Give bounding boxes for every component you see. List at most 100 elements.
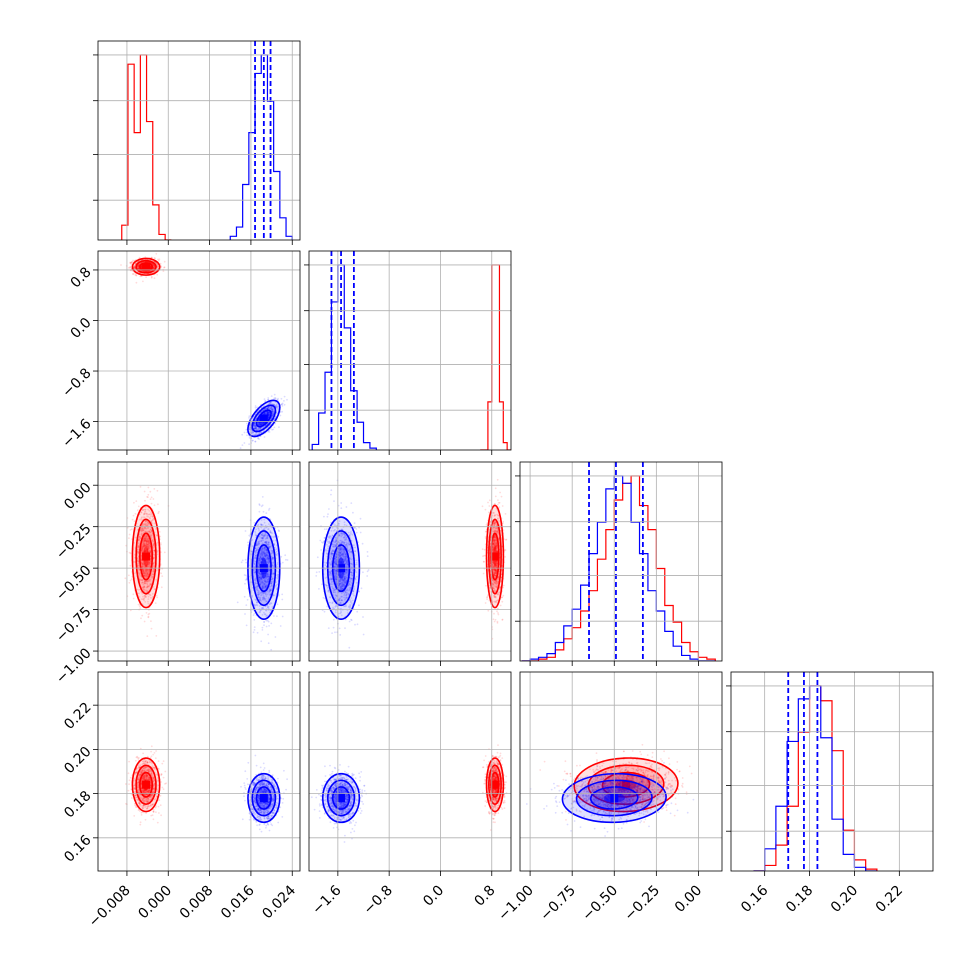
scatter-point (266, 407, 269, 410)
scatter-point (149, 490, 152, 493)
scatter-point (137, 505, 140, 508)
histogram-series-1 (480, 264, 511, 450)
scatter-point (145, 540, 148, 542)
scatter-point (281, 561, 284, 564)
scatter-point (253, 422, 256, 424)
scatter-point (141, 565, 144, 568)
scatter-point (264, 412, 266, 414)
scatter-point (280, 403, 283, 406)
scatter-point (141, 565, 144, 568)
scatter-point (133, 520, 136, 523)
scatter-point (259, 422, 261, 425)
scatter-point (145, 523, 148, 526)
scatter-point (259, 427, 261, 429)
scatter-point (281, 405, 284, 407)
scatter-point (149, 517, 152, 520)
scatter-point (260, 423, 263, 426)
scatter-point (277, 408, 280, 411)
scatter-point (266, 408, 269, 410)
scatter-point (243, 574, 246, 576)
scatter-point (150, 576, 153, 579)
scatter-point (267, 411, 269, 414)
scatter-point (153, 264, 155, 267)
histogram-series-1 (121, 54, 172, 240)
scatter-point (258, 504, 261, 507)
scatter-point (272, 413, 274, 415)
scatter-point (253, 425, 256, 428)
scatter-point (145, 568, 148, 571)
scatter-point (267, 413, 270, 416)
scatter-point (133, 501, 135, 504)
scatter-point (143, 539, 146, 541)
scatter-point (140, 575, 143, 577)
density-peak-series-1 (142, 262, 151, 271)
scatter-point (157, 503, 159, 506)
scatter-point (281, 598, 284, 601)
scatter-point (274, 404, 276, 407)
scatter-point (255, 411, 258, 414)
scatter-point (271, 414, 274, 417)
scatter-point (251, 430, 254, 432)
scatter-point (155, 635, 158, 637)
scatter-point (127, 267, 130, 269)
scatter-point (140, 265, 143, 268)
scatter-point (268, 411, 271, 414)
scatter-point (137, 589, 140, 591)
scatter-point (267, 407, 269, 410)
scatter-point (253, 426, 256, 429)
scatter-point (245, 561, 248, 564)
scatter-point (267, 414, 270, 417)
scatter-point (257, 419, 260, 422)
scatter-point (272, 413, 275, 416)
scatter-point (259, 431, 262, 434)
scatter-point (271, 407, 273, 410)
scatter-point (143, 545, 146, 548)
scatter-point (269, 407, 271, 410)
scatter-point (153, 488, 156, 490)
scatter-point (270, 417, 273, 420)
scatter-point (267, 414, 270, 416)
scatter-point (153, 265, 156, 268)
scatter-point (274, 397, 276, 399)
scatter-point (136, 549, 139, 551)
scatter-point (267, 412, 270, 414)
scatter-point (273, 393, 276, 396)
scatter-point (136, 266, 139, 268)
scatter-point (154, 602, 157, 604)
scatter-point (145, 580, 148, 583)
scatter-point (254, 405, 257, 407)
scatter-point (146, 586, 149, 589)
scatter-point (255, 432, 257, 435)
scatter-point (487, 511, 490, 514)
scatter-point (261, 496, 264, 498)
scatter-point (153, 277, 156, 280)
scatter-point (262, 422, 264, 424)
scatter-point (256, 429, 258, 431)
scatter-point (269, 402, 271, 404)
scatter-point (258, 422, 261, 425)
scatter-point (127, 537, 130, 539)
scatter-point (146, 569, 149, 571)
scatter-point (147, 546, 150, 549)
scatter-point (120, 264, 122, 266)
scatter-point (146, 542, 149, 545)
scatter-point (497, 499, 499, 501)
scatter-point (273, 615, 275, 617)
scatter-point (244, 613, 246, 615)
scatter-point (253, 434, 256, 436)
scatter-point (149, 498, 152, 500)
scatter-point (286, 398, 288, 401)
scatter-point (148, 530, 151, 533)
scatter-point (148, 585, 150, 588)
scatter-point (283, 395, 286, 398)
scatter-point (255, 427, 257, 430)
scatter-point (271, 408, 274, 411)
scatter-point (144, 539, 147, 541)
scatter-point (236, 601, 239, 604)
scatter-point (266, 411, 269, 414)
scatter-point (277, 407, 279, 410)
scatter-point (152, 265, 155, 268)
scatter-point (263, 624, 265, 627)
scatter-point (151, 593, 154, 595)
scatter-point (147, 513, 150, 516)
